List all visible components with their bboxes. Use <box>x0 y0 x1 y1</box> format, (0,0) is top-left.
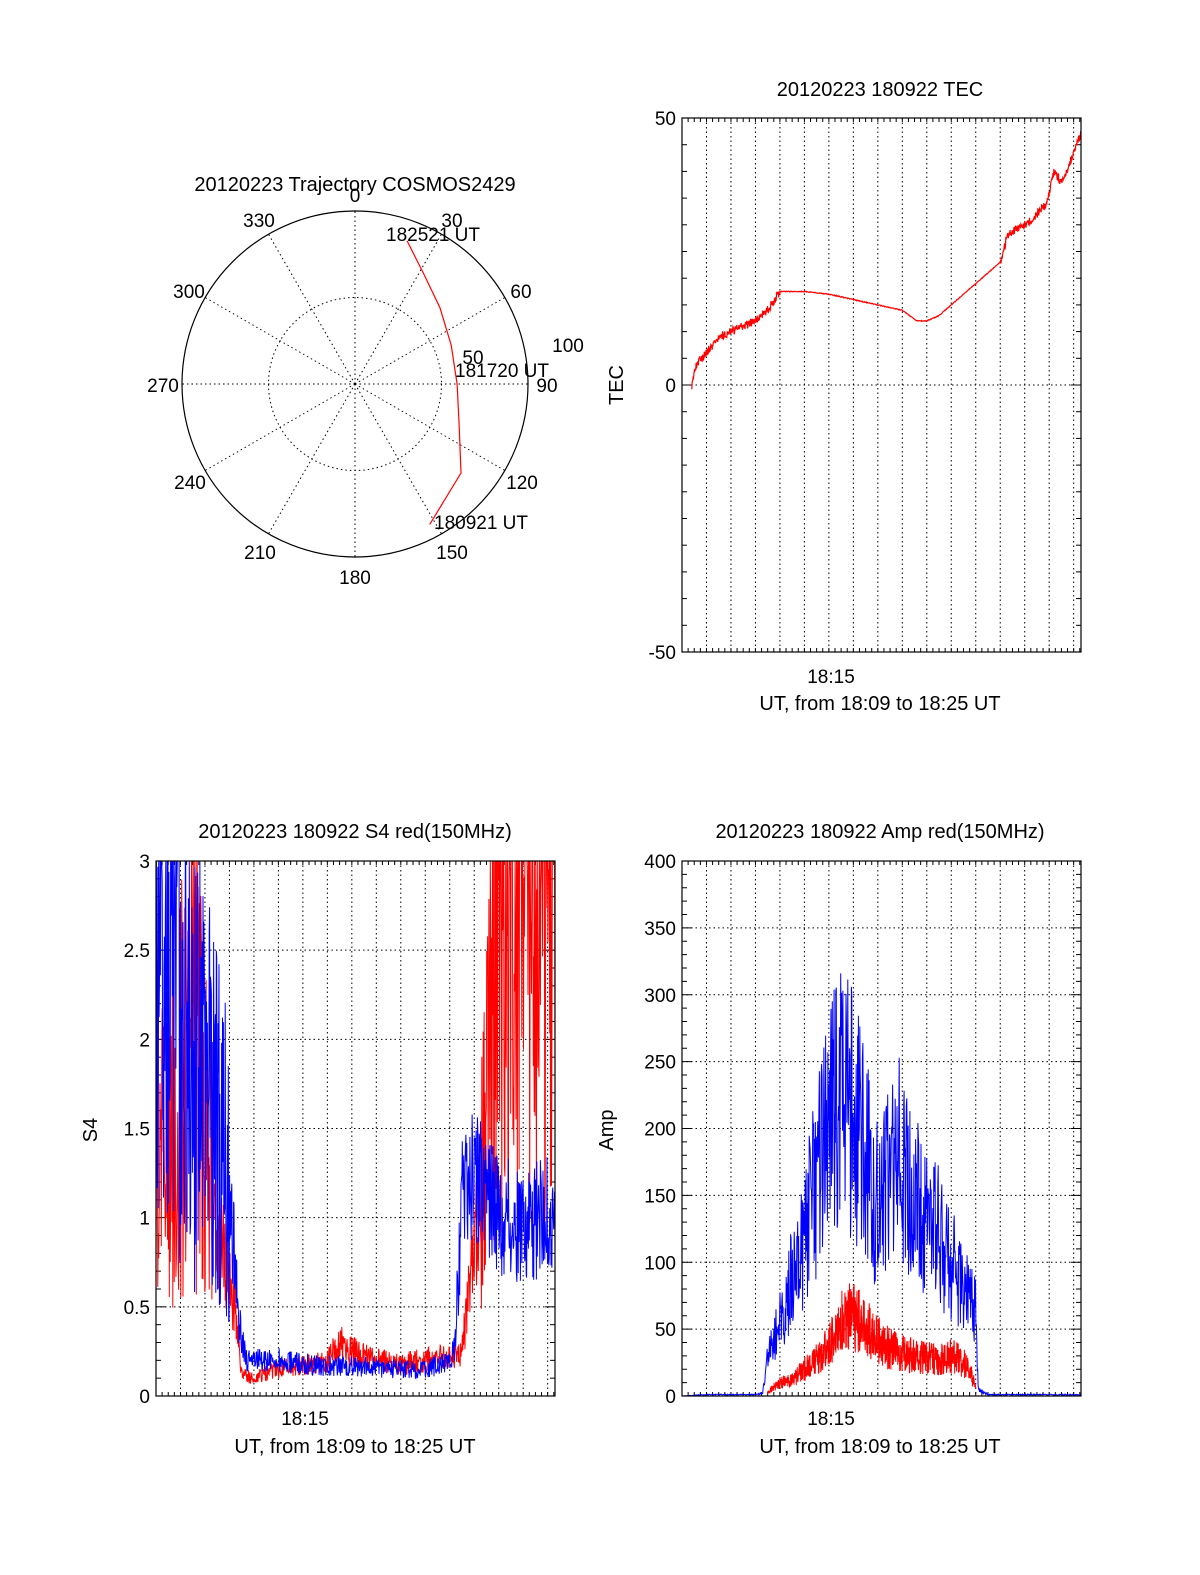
amp-series-line-0 <box>682 973 1082 1397</box>
s4-series-line-1 <box>155 860 556 1380</box>
tec-plot: 20120223 180922 TEC 50 0 -50 18:15 UT, fro… <box>606 79 1082 715</box>
polar-grid-spoke <box>204 297 356 385</box>
az-label-60: 60 <box>510 282 531 303</box>
amp-y-tick-label: 350 <box>644 919 676 940</box>
s4-title: 20120223 180922 S4 red(150MHz) <box>198 821 512 843</box>
s4-series <box>155 860 556 1384</box>
tec-title: 20120223 180922 TEC <box>777 79 983 101</box>
s4-y-tick-label: 0.5 <box>124 1298 150 1319</box>
tec-grid <box>681 117 1081 653</box>
s4-x-axis-label: UT, from 18:09 to 18:25 UT <box>234 1436 475 1458</box>
tec-y-tick-label: 50 <box>655 109 676 130</box>
amp-y-tick-label: 50 <box>655 1320 676 1341</box>
amp-grid <box>681 860 1081 1397</box>
az-label-150: 150 <box>436 543 468 564</box>
amp-y-tick-label: 0 <box>665 1387 676 1408</box>
amp-frame <box>681 860 1082 1397</box>
amp-x-tick-label: 18:15 <box>807 1409 855 1430</box>
s4-y-tick-label: 1 <box>139 1209 150 1230</box>
tec-series <box>691 130 1082 390</box>
amp-series-line-1 <box>767 1283 977 1395</box>
polar-grid-spoke <box>354 383 442 535</box>
s4-grid <box>155 860 555 1397</box>
amp-y-axis-label: Amp <box>596 1109 618 1150</box>
trajectory-title: 20120223 Trajectory COSMOS2429 <box>194 174 515 196</box>
azimuth-labels: 0 30 60 90 120 150 180 210 240 270 300 3… <box>147 186 557 589</box>
amp-y-tick-label: 200 <box>644 1120 676 1141</box>
polar-grid <box>182 211 528 557</box>
s4-y-axis-label: S4 <box>80 1118 102 1142</box>
az-label-120: 120 <box>506 473 538 494</box>
polar-grid-spoke <box>354 383 506 471</box>
ring-label-50: 50 <box>462 348 483 369</box>
az-label-240: 240 <box>174 473 206 494</box>
amp-y-tick-labels: 0 50 100 150 200 250 300 350 400 <box>644 852 676 1408</box>
s4-y-tick-label: 3 <box>139 852 150 873</box>
az-label-180: 180 <box>339 568 371 589</box>
ring-label-100: 100 <box>552 336 584 357</box>
az-label-270: 270 <box>147 376 179 397</box>
s4-y-tick-label: 0 <box>139 1387 150 1408</box>
polar-grid-spoke <box>354 297 506 385</box>
tec-frame <box>681 117 1082 653</box>
amp-series <box>682 973 1082 1397</box>
polar-grid-spoke <box>204 383 356 471</box>
s4-frame <box>155 860 556 1397</box>
amp-title: 20120223 180922 Amp red(150MHz) <box>715 821 1044 843</box>
s4-x-tick-label: 18:15 <box>281 1409 329 1430</box>
s4-series-line-0 <box>155 860 556 1384</box>
s4-y-tick-label: 2 <box>139 1030 150 1051</box>
az-label-30: 30 <box>441 211 462 232</box>
az-label-300: 300 <box>173 282 205 303</box>
amp-y-tick-label: 400 <box>644 852 676 873</box>
tec-x-tick-label: 18:15 <box>807 667 855 688</box>
amp-plot: 20120223 180922 Amp red(150MHz) 0 50 100 15… <box>596 821 1082 1458</box>
amp-y-tick-label: 100 <box>644 1253 676 1274</box>
tec-x-axis-label: UT, from 18:09 to 18:25 UT <box>759 693 1000 715</box>
track-time-label-end: 182521 UT <box>386 225 480 246</box>
amp-y-tick-label: 250 <box>644 1053 676 1074</box>
s4-y-tick-label: 2.5 <box>124 941 150 962</box>
tec-y-axis-label: TEC <box>606 365 628 405</box>
amp-y-tick-label: 300 <box>644 986 676 1007</box>
az-label-90: 90 <box>536 376 557 397</box>
polar-grid-spoke <box>354 233 442 385</box>
amp-y-tick-label: 150 <box>644 1186 676 1207</box>
s4-plot: 20120223 180922 S4 red(150MHz) 0 0.5 1 1.5 2… <box>80 821 556 1458</box>
trajectory-polar-plot: 20120223 Trajectory COSMOS2429 0 30 60 9… <box>147 174 584 589</box>
tec-y-tick-label: -50 <box>649 643 676 664</box>
tec-y-tick-labels: 50 0 -50 <box>649 109 676 664</box>
polar-outer-ring <box>181 210 529 558</box>
track-time-label-start: 180921 UT <box>434 513 528 534</box>
polar-grid-spoke <box>268 233 356 385</box>
tec-y-tick-label: 0 <box>665 376 676 397</box>
az-label-330: 330 <box>243 211 275 232</box>
tec-series-line-0 <box>691 130 1082 390</box>
polar-grid-spoke <box>268 383 356 535</box>
track-time-label-mid: 181720 UT <box>455 361 549 382</box>
az-label-0: 0 <box>350 186 361 207</box>
trajectory-track <box>406 240 462 525</box>
s4-y-tick-label: 1.5 <box>124 1120 150 1141</box>
s4-y-tick-labels: 0 0.5 1 1.5 2 2.5 3 <box>124 852 150 1408</box>
az-label-210: 210 <box>244 543 276 564</box>
amp-x-axis-label: UT, from 18:09 to 18:25 UT <box>759 1436 1000 1458</box>
